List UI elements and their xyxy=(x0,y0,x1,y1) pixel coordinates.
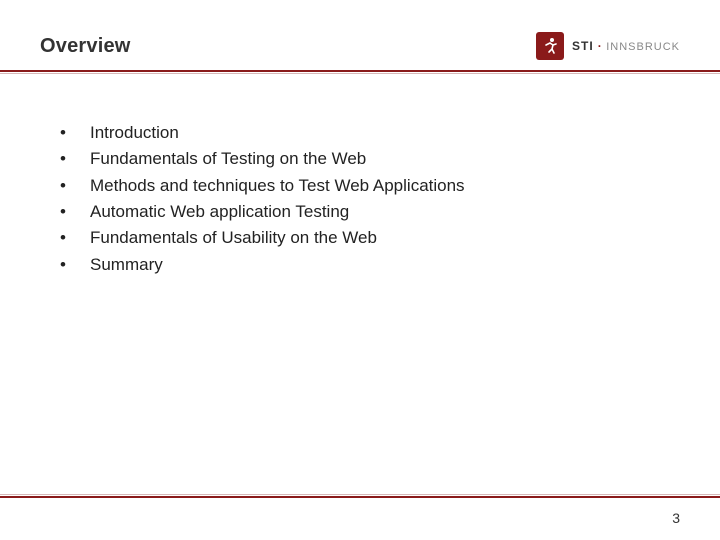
bullet-text: Summary xyxy=(90,252,163,278)
header-rule-thin xyxy=(0,73,720,74)
footer-rule-thin xyxy=(0,494,720,495)
bullet-icon: • xyxy=(60,146,90,172)
header-rule xyxy=(0,70,720,72)
bullet-text: Introduction xyxy=(90,120,179,146)
list-item: •Fundamentals of Usability on the Web xyxy=(60,225,660,251)
bullet-icon: • xyxy=(60,120,90,146)
bullet-text: Automatic Web application Testing xyxy=(90,199,349,225)
bullet-list: •Introduction •Fundamentals of Testing o… xyxy=(60,120,660,278)
list-item: •Methods and techniques to Test Web Appl… xyxy=(60,173,660,199)
bullet-icon: • xyxy=(60,173,90,199)
list-item: •Summary xyxy=(60,252,660,278)
bullet-text: Fundamentals of Usability on the Web xyxy=(90,225,377,251)
bullet-icon: • xyxy=(60,252,90,278)
bullet-icon: • xyxy=(60,199,90,225)
list-item: •Automatic Web application Testing xyxy=(60,199,660,225)
page-number: 3 xyxy=(672,510,680,526)
slide-title: Overview xyxy=(40,35,131,58)
logo: STI · INNSBRUCK xyxy=(536,32,680,60)
slide-header: Overview STI · INNSBRUCK xyxy=(0,0,720,68)
running-person-icon xyxy=(540,36,560,56)
bullet-text: Fundamentals of Testing on the Web xyxy=(90,146,366,172)
list-item: •Fundamentals of Testing on the Web xyxy=(60,146,660,172)
list-item: •Introduction xyxy=(60,120,660,146)
footer-rule xyxy=(0,496,720,498)
slide-body: •Introduction •Fundamentals of Testing o… xyxy=(60,120,660,278)
logo-text-sti: STI xyxy=(572,39,594,53)
logo-text-innsbruck: INNSBRUCK xyxy=(606,41,680,53)
logo-mark xyxy=(536,32,564,60)
logo-text-dot: · xyxy=(598,39,603,53)
logo-text: STI · INNSBRUCK xyxy=(572,39,680,53)
slide: Overview STI · INNSBRUCK •Introduction •… xyxy=(0,0,720,540)
bullet-icon: • xyxy=(60,225,90,251)
bullet-text: Methods and techniques to Test Web Appli… xyxy=(90,173,465,199)
